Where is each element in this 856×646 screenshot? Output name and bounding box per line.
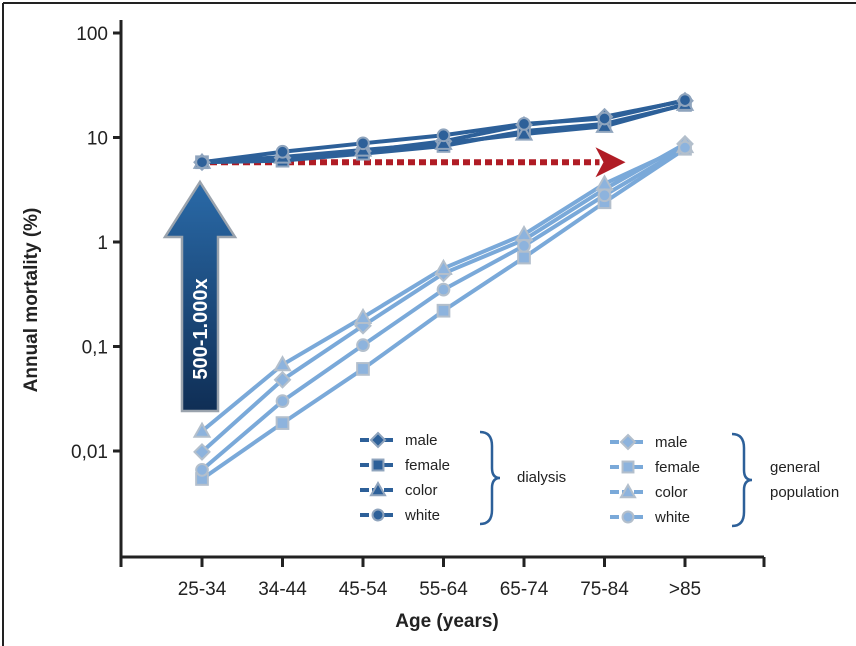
y-tick-label: 0,1 (82, 338, 108, 359)
square-marker (517, 250, 531, 265)
x-tick-label: >85 (669, 579, 701, 600)
triangle-marker (192, 421, 212, 438)
circle-marker (275, 144, 290, 159)
triangle-marker (369, 480, 387, 497)
legend-brace (479, 430, 501, 526)
circle-marker (371, 508, 385, 522)
triangle-marker (514, 124, 534, 141)
circle-marker (436, 282, 451, 297)
series-group-general-population (192, 134, 695, 486)
y-tick-label: 10 (87, 129, 108, 150)
legend-label: male (655, 434, 688, 451)
diamond-marker (619, 433, 637, 451)
x-axis-title: Age (years) (395, 611, 499, 632)
legend-label: white (654, 509, 690, 526)
circle-marker (356, 136, 370, 151)
x-tick-label: 45-54 (339, 579, 388, 600)
legend-label: male (405, 432, 438, 449)
x-tick-label: 34-44 (258, 579, 307, 600)
circle-marker (436, 128, 451, 143)
diamond-marker (369, 431, 387, 449)
annotations: 500-1.000x (162, 147, 626, 413)
circle-marker (621, 510, 635, 524)
triangle-marker (434, 258, 453, 275)
legend-group-label-dialysis: dialysis (517, 469, 566, 486)
legend-item: white (360, 507, 440, 524)
axes: 100 10 1 0,1 0,01 25-34 34-44 45-54 55-64 65-74 75… (71, 20, 766, 600)
circle-marker (356, 338, 370, 353)
legend-label: white (404, 507, 440, 524)
triangle-marker (353, 307, 373, 324)
circle-marker (517, 238, 531, 253)
circle-marker (195, 155, 209, 170)
legend-item: color (610, 482, 688, 501)
triangle-marker (619, 482, 637, 499)
y-tick-label: 100 (76, 24, 108, 45)
legend-item: female (360, 457, 450, 474)
x-tick-label: 55-64 (419, 579, 468, 600)
legend-item: female (610, 459, 700, 476)
x-tick-label: 65-74 (500, 579, 549, 600)
y-tick-label: 1 (97, 233, 108, 254)
triangle-marker (434, 133, 453, 150)
square-marker (436, 303, 451, 318)
circle-marker (517, 117, 531, 131)
legend-label: color (405, 482, 438, 499)
triangle-marker (595, 116, 614, 133)
diamond-marker (193, 443, 211, 461)
square-marker (356, 362, 370, 376)
diamond-marker (273, 370, 292, 389)
square-marker (371, 458, 385, 472)
legend-label: color (655, 484, 688, 501)
big-arrow-label: 500-1.000x (190, 278, 212, 379)
series-group-dialysis (192, 91, 695, 172)
circle-marker (275, 394, 290, 408)
legend-item: color (360, 480, 438, 499)
legend-label: female (405, 457, 450, 474)
legend-item: male (610, 433, 688, 451)
circle-marker (597, 111, 612, 126)
dashed-arrowhead (595, 147, 626, 178)
circle-marker (678, 93, 692, 107)
square-marker (621, 460, 635, 474)
legend-brace (731, 432, 753, 528)
y-tick-label: 0,01 (71, 442, 108, 463)
legend-group-label-general-population: general (770, 459, 820, 476)
x-tick-label: 75-84 (580, 579, 629, 600)
triangle-marker (273, 355, 292, 372)
series-layer (192, 91, 695, 486)
big-increase-arrow (162, 179, 238, 413)
x-tick-label: 25-34 (178, 579, 227, 600)
legend: male female color white male female color white… (360, 430, 839, 528)
y-axis-title: Annual mortality (%) (21, 208, 42, 393)
circle-marker (597, 188, 612, 203)
circle-marker (678, 140, 692, 155)
legend-group-label-general-population-2: population (770, 484, 839, 501)
square-marker (275, 416, 290, 430)
legend-label: female (655, 459, 700, 476)
circle-marker (195, 463, 209, 477)
legend-item: white (610, 509, 690, 526)
legend-item: male (360, 431, 438, 449)
